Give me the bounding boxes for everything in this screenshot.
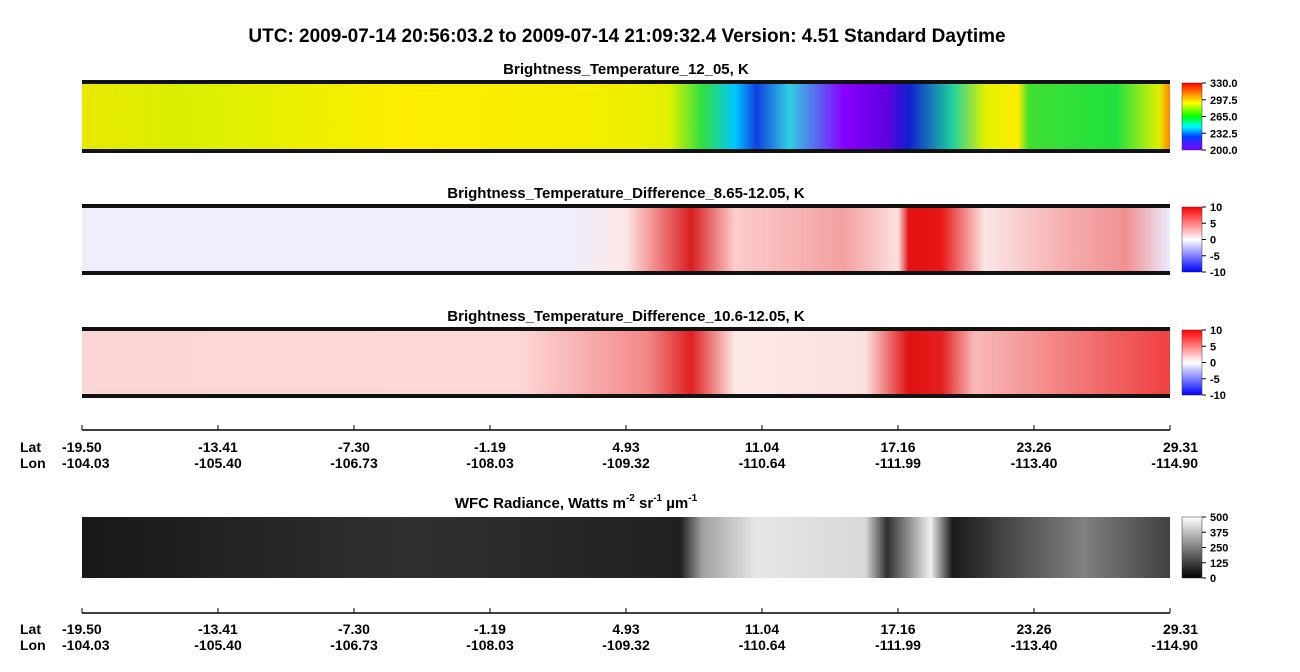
colorbar-tick-label: 265.0 bbox=[1210, 112, 1238, 124]
colorbar-tick-label: -5 bbox=[1210, 374, 1220, 386]
lon-value: -108.03 bbox=[466, 637, 514, 653]
colorbar-tick-label: 125 bbox=[1210, 558, 1228, 570]
colorbar-tick-label: -10 bbox=[1210, 267, 1226, 279]
swath-edge bbox=[82, 271, 1170, 275]
lat-value: 11.04 bbox=[745, 621, 779, 637]
title-part: -1 bbox=[688, 493, 697, 504]
colorbar bbox=[1181, 329, 1203, 396]
lon-value: -109.32 bbox=[602, 637, 650, 653]
lon-label: Lon bbox=[20, 455, 46, 471]
panel-title: Brightness_Temperature_Difference_8.65-1… bbox=[447, 185, 805, 202]
colorbar-tick-label: 330.0 bbox=[1210, 78, 1238, 90]
lon-value: -113.40 bbox=[1011, 455, 1058, 471]
colorbar-tick-label: 5 bbox=[1210, 218, 1216, 230]
lon-value: -111.99 bbox=[875, 637, 921, 653]
colorbar-tick-label: 375 bbox=[1210, 527, 1228, 539]
lat-value: -1.19 bbox=[474, 439, 506, 455]
lon-value: -110.64 bbox=[739, 637, 786, 653]
lon-value: -106.73 bbox=[330, 455, 378, 471]
panel-title: Brightness_Temperature_Difference_10.6-1… bbox=[447, 308, 805, 325]
colorbar-tick-label: 5 bbox=[1210, 341, 1216, 353]
colorbar-tick-label: 10 bbox=[1210, 202, 1222, 214]
swath-edge bbox=[82, 204, 1170, 208]
title-part: sr bbox=[635, 495, 654, 512]
title-part: -1 bbox=[653, 493, 662, 504]
lat-value: -7.30 bbox=[338, 621, 370, 637]
colorbar-tick-label: 200.0 bbox=[1210, 145, 1238, 157]
swath-image bbox=[82, 330, 1170, 395]
lon-value: -109.32 bbox=[602, 455, 650, 471]
lat-label: Lat bbox=[20, 439, 41, 455]
lon-value: -110.64 bbox=[739, 455, 786, 471]
lon-value: -105.40 bbox=[194, 455, 242, 471]
colorbar bbox=[1181, 516, 1203, 579]
colorbar-tick-label: 250 bbox=[1210, 543, 1228, 555]
lat-value: 23.26 bbox=[1016, 439, 1051, 455]
colorbar-tick-label: 297.5 bbox=[1210, 95, 1238, 107]
swath-edge bbox=[82, 80, 1170, 84]
lon-value: -108.03 bbox=[466, 455, 514, 471]
lat-value: 29.31 bbox=[1163, 439, 1198, 455]
colorbar-tick-label: 10 bbox=[1210, 325, 1222, 337]
lon-value: -104.03 bbox=[62, 455, 110, 471]
lat-value: 11.04 bbox=[745, 439, 779, 455]
lat-value: -7.30 bbox=[338, 439, 370, 455]
title-part: µm bbox=[662, 495, 688, 512]
lat-value: -19.50 bbox=[62, 439, 102, 455]
panel-title: WFC Radiance, Watts m-2 sr-1 µm-1 bbox=[455, 493, 698, 512]
colorbar-tick-label: -10 bbox=[1210, 390, 1226, 402]
figure-title: UTC: 2009-07-14 20:56:03.2 to 2009-07-14… bbox=[248, 26, 1005, 47]
lat-value: 29.31 bbox=[1163, 621, 1198, 637]
lat-value: -13.41 bbox=[198, 439, 238, 455]
title-part: WFC Radiance, Watts m bbox=[455, 495, 626, 512]
swath-edge bbox=[82, 149, 1170, 153]
colorbar-tick-label: -5 bbox=[1210, 251, 1220, 263]
lat-value: 23.26 bbox=[1016, 621, 1051, 637]
colorbar-tick-label: 0 bbox=[1210, 358, 1216, 370]
lon-value: -111.99 bbox=[875, 455, 921, 471]
lon-value: -105.40 bbox=[194, 637, 242, 653]
lon-value: -113.40 bbox=[1011, 637, 1058, 653]
swath-edge bbox=[82, 327, 1170, 331]
swath-image bbox=[82, 83, 1170, 150]
lat-value: 4.93 bbox=[612, 439, 639, 455]
lon-value: -114.90 bbox=[1151, 455, 1198, 471]
panel-title: Brightness_Temperature_12_05, K bbox=[503, 61, 749, 78]
colorbar bbox=[1181, 206, 1203, 273]
colorbar bbox=[1181, 82, 1203, 151]
colorbar-tick-label: 500 bbox=[1210, 512, 1228, 524]
lat-label: Lat bbox=[20, 621, 41, 637]
lat-value: -13.41 bbox=[198, 621, 238, 637]
colorbar-tick-label: 232.5 bbox=[1210, 128, 1238, 140]
lat-value: 4.93 bbox=[612, 621, 639, 637]
swath-image bbox=[82, 517, 1170, 578]
lon-value: -104.03 bbox=[62, 637, 110, 653]
lat-value: 17.16 bbox=[880, 439, 915, 455]
swath-image bbox=[82, 207, 1170, 272]
lat-value: -1.19 bbox=[474, 621, 506, 637]
lat-value: -19.50 bbox=[62, 621, 102, 637]
lon-value: -114.90 bbox=[1151, 637, 1198, 653]
lon-label: Lon bbox=[20, 637, 46, 653]
swath-edge bbox=[82, 394, 1170, 398]
lon-value: -106.73 bbox=[330, 637, 378, 653]
title-part: -2 bbox=[626, 493, 635, 504]
colorbar-tick-label: 0 bbox=[1210, 235, 1216, 247]
lat-value: 17.16 bbox=[880, 621, 915, 637]
colorbar-tick-label: 0 bbox=[1210, 573, 1216, 585]
